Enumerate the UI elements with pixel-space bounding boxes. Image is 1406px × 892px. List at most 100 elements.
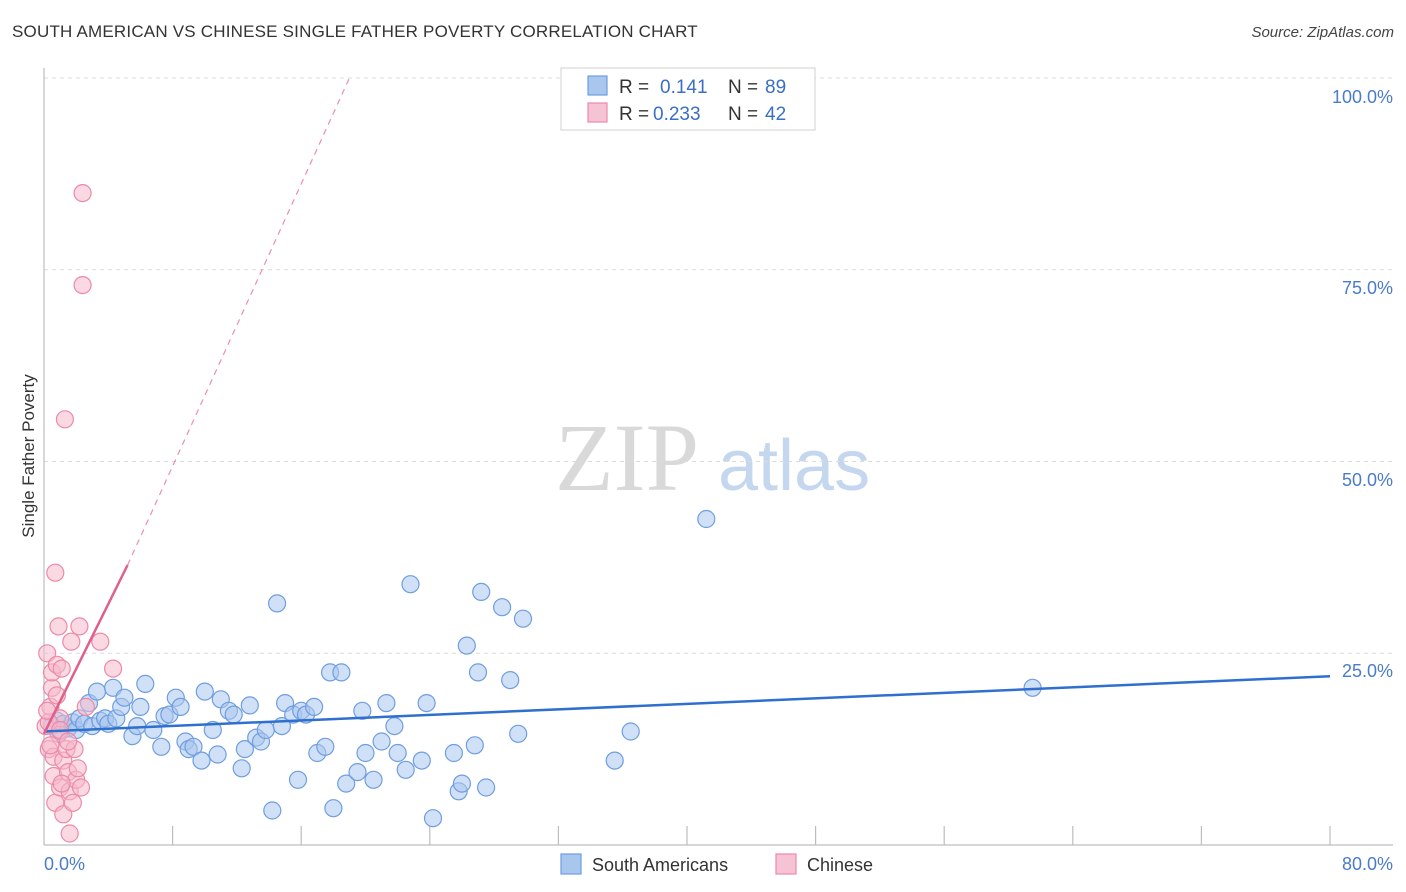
south-americans-point-77	[465, 736, 484, 755]
south-americans-point-67	[388, 743, 407, 763]
south-americans-point-46	[268, 594, 287, 613]
south-americans-point-18	[115, 688, 134, 707]
legend-n-value-1: 89	[765, 77, 786, 98]
correlation-legend: R = 0.141 N = 89 R = 0.233 N = 42	[560, 67, 816, 131]
y-tick-labels: 25.0% 50.0% 75.0% 100.0%	[1332, 87, 1393, 681]
south-americans-point-32	[192, 751, 211, 770]
source-credit: Source: ZipAtlas.com	[1251, 24, 1394, 41]
chinese-point-8	[46, 563, 65, 582]
south-americans-point-86	[621, 722, 640, 741]
x-tick-label-min: 0.0%	[44, 854, 85, 874]
south-americans-point-41	[240, 696, 259, 715]
chinese-point-32	[76, 697, 95, 717]
south-americans-point-22	[136, 674, 155, 694]
south-americans-point-28	[171, 697, 190, 717]
south-americans-point-61	[353, 701, 372, 720]
chinese-point-30	[73, 184, 92, 203]
south-americans-point-80	[477, 778, 496, 797]
south-americans-point-33	[195, 682, 214, 701]
chinese-point-27	[68, 759, 87, 778]
legend-r-value-1: 0.141	[660, 77, 708, 98]
south-americans-point-62	[356, 743, 375, 763]
south-americans-point-60	[348, 762, 367, 782]
south-americans-point-38	[224, 705, 243, 724]
legend-r-label-1: R =	[619, 77, 649, 98]
chinese-points	[36, 184, 123, 843]
south-americans-points	[42, 509, 1042, 828]
south-americans-point-39	[232, 759, 251, 778]
south-americans-point-44	[256, 720, 275, 740]
south-americans-point-81	[493, 598, 512, 617]
south-americans-point-40	[235, 739, 254, 759]
legend-swatch-chinese	[587, 102, 608, 123]
chinese-point-24	[63, 793, 83, 812]
trend-lines	[42, 77, 1331, 735]
south-americans-point-73	[444, 743, 463, 763]
chinese-point-39	[103, 659, 123, 678]
watermark-zip: ZIP	[555, 404, 699, 511]
series-legend: South Americans Chinese	[560, 853, 873, 875]
chart-title: SOUTH AMERICAN VS CHINESE SINGLE FATHER …	[12, 22, 698, 41]
south-americans-point-34	[203, 720, 222, 740]
y-tick-label-100: 100.0%	[1332, 87, 1393, 107]
south-americans-point-71	[417, 693, 436, 713]
south-americans-point-76	[457, 636, 476, 655]
x-tick-marks	[172, 826, 1331, 845]
watermark-atlas: atlas	[718, 426, 870, 506]
south-americans-point-78	[468, 663, 488, 682]
y-tick-label-75: 75.0%	[1342, 278, 1393, 298]
chinese-point-36	[58, 732, 78, 751]
south-americans-point-82	[501, 670, 520, 690]
south-americans-point-45	[263, 801, 282, 820]
chinese-trend-extension	[127, 77, 350, 566]
legend-n-value-2: 42	[765, 104, 786, 125]
y-tick-label-50: 50.0%	[1342, 470, 1393, 490]
south-americans-point-23	[144, 720, 163, 740]
bottom-legend-swatch-chinese	[775, 853, 797, 875]
chinese-point-31	[73, 276, 92, 295]
south-americans-point-21	[131, 697, 150, 717]
south-americans-point-11	[87, 682, 107, 701]
south-americans-point-53	[305, 697, 324, 717]
chinese-point-15	[52, 659, 71, 678]
south-americans-point-79	[472, 582, 491, 602]
south-americans-point-58	[332, 663, 351, 682]
south-americans-point-24	[152, 737, 171, 756]
south-americans-point-57	[324, 799, 343, 818]
south-americans-point-55	[316, 737, 335, 756]
y-axis-label: Single Father Poverty	[19, 374, 38, 538]
chinese-point-34	[41, 736, 60, 755]
south-americans-point-63	[364, 770, 383, 789]
chinese-point-41	[52, 774, 71, 793]
bottom-legend-label-chinese: Chinese	[807, 855, 873, 875]
south-americans-point-66	[385, 716, 404, 736]
south-americans-point-75	[452, 774, 471, 793]
legend-r-value-2: 0.233	[653, 104, 701, 125]
chinese-point-38	[91, 632, 110, 651]
legend-n-label-2: N =	[728, 104, 758, 125]
south-americans-point-68	[396, 760, 415, 779]
legend-n-label-1: N =	[728, 77, 758, 98]
south-americans-point-70	[412, 751, 431, 770]
south-americans-point-87	[697, 509, 716, 529]
legend-r-label-2: R =	[619, 104, 649, 125]
bottom-legend-label-south-americans: South Americans	[592, 855, 728, 875]
south-americans-point-50	[288, 770, 308, 789]
south-americans-point-69	[401, 575, 420, 594]
south-americans-point-85	[605, 751, 624, 770]
south-americans-point-35	[208, 745, 227, 764]
chinese-point-29	[71, 778, 91, 797]
south-americans-point-64	[372, 732, 391, 751]
south-americans-point-31	[184, 737, 203, 756]
chinese-point-18	[55, 410, 75, 429]
x-tick-label-max: 80.0%	[1342, 854, 1393, 874]
south-americans-point-84	[513, 609, 533, 628]
south-americans-point-72	[423, 809, 443, 828]
chinese-point-12	[49, 617, 68, 636]
y-tick-label-25: 25.0%	[1342, 661, 1393, 681]
south-americans-trend-line	[43, 675, 1331, 733]
chinese-point-21	[60, 824, 79, 843]
grid-lines	[44, 77, 1393, 654]
chinese-point-23	[62, 632, 81, 651]
